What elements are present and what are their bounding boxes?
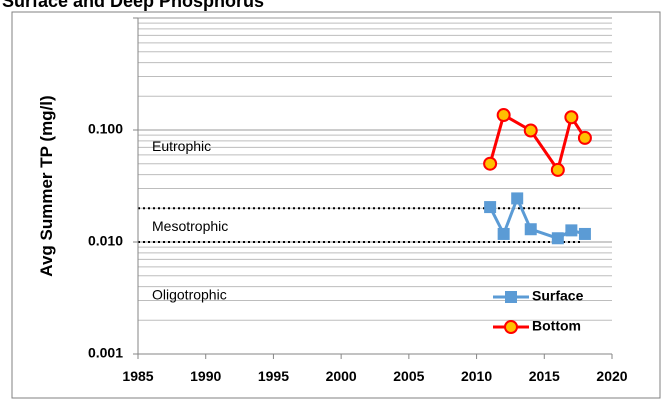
- zone-label: Eutrophic: [152, 138, 211, 154]
- legend-marker-bottom: [504, 320, 518, 334]
- point-surface: [551, 232, 564, 245]
- x-tick-labels: 1985 1990 1995 2000 2005 2010 2015 2020: [122, 354, 628, 384]
- x-tick-label: 1990: [190, 368, 221, 384]
- chart-border: [11, 11, 661, 399]
- point-bottom: [496, 108, 511, 123]
- point-surface: [497, 227, 510, 240]
- point-surface: [524, 223, 537, 236]
- trophic-zone-labels: Eutrophic Mesotrophic Oligotrophic: [152, 138, 228, 303]
- point-bottom: [523, 123, 538, 138]
- point-surface: [565, 224, 578, 237]
- x-tick-label: 2005: [393, 368, 424, 384]
- point-surface: [578, 227, 591, 240]
- legend-label-bottom: Bottom: [532, 318, 581, 334]
- data-series: [483, 108, 592, 245]
- x-tick-label: 1985: [122, 368, 153, 384]
- x-tick-label: 2015: [529, 368, 560, 384]
- zone-label: Oligotrophic: [152, 287, 227, 303]
- x-tick-label: 2020: [596, 368, 627, 384]
- chart-title: Surface and Deep Phosphorus: [2, 0, 264, 11]
- point-bottom: [577, 130, 592, 145]
- x-tick-label: 2010: [461, 368, 492, 384]
- x-tick-label: 1995: [258, 368, 289, 384]
- point-bottom: [550, 162, 565, 177]
- threshold-lines: [138, 207, 582, 243]
- legend: Surface Bottom: [493, 288, 584, 334]
- y-axis-label: Avg Summer TP (mg/l): [37, 95, 56, 276]
- legend-marker-surface: [505, 291, 517, 303]
- legend-label-surface: Surface: [532, 288, 584, 304]
- point-bottom: [564, 110, 579, 125]
- point-bottom: [483, 156, 498, 171]
- y-tick-label: 0.100: [88, 121, 123, 137]
- y-tick-label: 0.001: [88, 345, 123, 361]
- gridlines: [138, 17, 612, 321]
- zone-label: Mesotrophic: [152, 218, 228, 234]
- point-surface: [484, 201, 497, 214]
- x-tick-label: 2000: [326, 368, 357, 384]
- axes: [133, 17, 612, 355]
- y-tick-label: 0.010: [88, 233, 123, 249]
- point-surface: [511, 192, 524, 205]
- y-tick-labels: 0.001 0.010 0.100: [88, 121, 123, 361]
